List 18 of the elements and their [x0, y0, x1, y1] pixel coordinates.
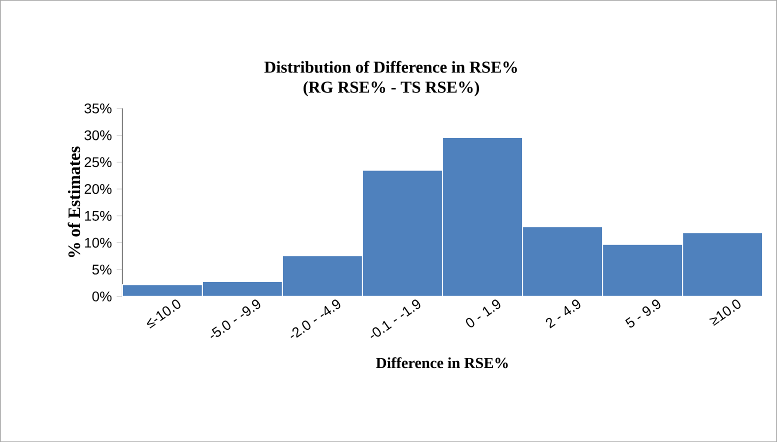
y-tick-label: 30%	[84, 130, 112, 140]
x-tick-label: -5.0 - -9.9	[210, 300, 260, 338]
y-tick-label: 35%	[84, 103, 112, 114]
x-tick-label: -0.1 - -1.9	[370, 300, 420, 338]
chart-title: Distribution of Difference in RSE%	[264, 60, 517, 73]
x-tick-label: -2.0 - -4.9	[290, 300, 340, 338]
x-axis-title: Difference in RSE%	[376, 357, 508, 368]
y-tick-label: 25%	[84, 157, 112, 168]
x-tick-label: 0 - 1.9	[466, 300, 500, 328]
y-tick-label: 10%	[85, 238, 112, 248]
chart-subtitle: (RG RSE% - TS RSE%)	[304, 80, 480, 96]
y-tick-label: 0%	[92, 291, 112, 302]
y-tick-label: 5%	[92, 264, 112, 274]
x-tick-label: 5 - 9.9	[625, 300, 660, 328]
y-tick-label: 15%	[85, 210, 112, 221]
y-axis-title: % of Estimates	[68, 146, 80, 257]
x-tick-label: 2 - 4.9	[546, 300, 580, 328]
y-tick-label: 20%	[84, 184, 112, 194]
